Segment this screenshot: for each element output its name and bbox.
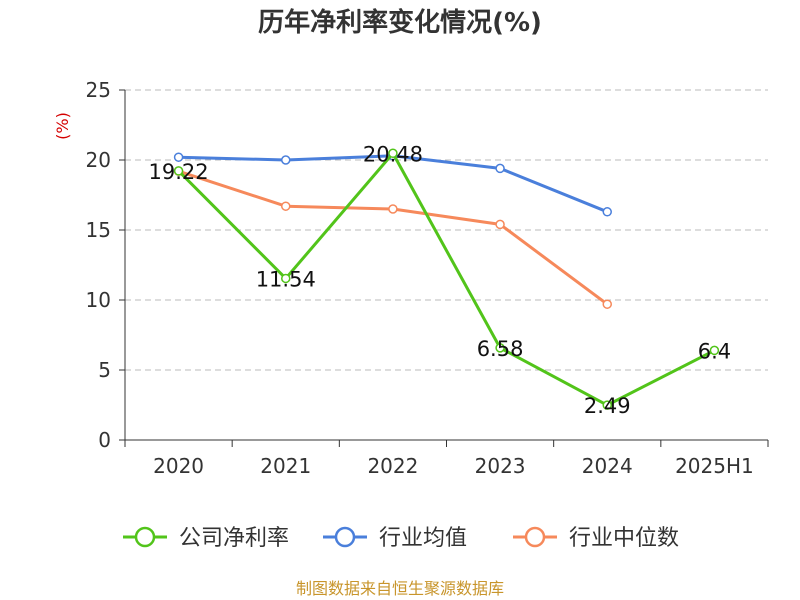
legend-label: 行业中位数 <box>569 526 679 551</box>
data-labels: 19.22 11.54 20.48 6.58 2.49 6.4 <box>149 142 732 418</box>
series-1 <box>173 148 720 410</box>
data-point[interactable] <box>602 207 612 217</box>
y-tick-label: 25 <box>86 78 111 102</box>
data-point[interactable] <box>495 163 505 174</box>
data-label: 19.22 <box>149 160 209 184</box>
y-tick-label: 0 <box>98 428 111 452</box>
x-tick-label: 2021 <box>260 454 311 478</box>
y-tick-label: 15 <box>86 218 111 242</box>
data-point[interactable] <box>388 204 398 214</box>
legend-item[interactable]: 行业均值 <box>323 526 467 551</box>
series-line <box>177 151 716 407</box>
data-label: 2.49 <box>584 394 631 418</box>
data-point[interactable] <box>388 148 398 159</box>
data-source-note: 制图数据来自恒生聚源数据库 <box>296 579 504 598</box>
legend-swatch-marker <box>134 526 156 548</box>
legend-label: 公司净利率 <box>179 526 289 551</box>
legend-item[interactable]: 公司净利率 <box>123 526 289 551</box>
x-tick-label: 2022 <box>367 454 418 478</box>
data-point[interactable] <box>281 273 291 284</box>
legend-item[interactable]: 行业中位数 <box>513 526 679 551</box>
y-tick-label: 5 <box>98 358 111 382</box>
legend[interactable]: 公司净利率 行业均值 行业中位数 <box>123 526 679 551</box>
axes: 0 5 10 15 20 25 2020 2021 2022 2023 2024 2025H1 <box>86 78 769 478</box>
y-axis-unit: (%) <box>53 112 72 140</box>
data-point[interactable] <box>602 400 612 410</box>
data-point[interactable] <box>709 345 720 356</box>
data-point[interactable] <box>281 155 291 165</box>
series-line <box>178 169 609 306</box>
x-tick-label: 2025H1 <box>675 454 754 478</box>
x-tick-label: 2024 <box>582 454 633 478</box>
data-point[interactable] <box>495 219 505 230</box>
data-point[interactable] <box>173 166 184 176</box>
data-label: 6.4 <box>698 339 731 363</box>
chart-title: 历年净利率变化情况(%) <box>258 7 542 38</box>
data-label: 20.48 <box>363 142 423 166</box>
data-point[interactable] <box>173 152 184 162</box>
legend-label: 行业均值 <box>379 526 467 551</box>
data-label: 6.58 <box>477 337 524 361</box>
data-point[interactable] <box>602 299 612 309</box>
series-layer <box>173 148 720 410</box>
legend-swatch-marker <box>334 526 356 548</box>
x-tick-label: 2023 <box>475 454 526 478</box>
y-tick-label: 10 <box>86 288 111 312</box>
legend-swatch-marker <box>524 526 546 548</box>
x-tick-label: 2020 <box>153 454 204 478</box>
data-label: 11.54 <box>256 267 316 291</box>
data-point[interactable] <box>495 343 505 353</box>
y-tick-label: 20 <box>86 148 111 172</box>
grid-lines <box>125 89 768 371</box>
data-point[interactable] <box>281 201 291 211</box>
